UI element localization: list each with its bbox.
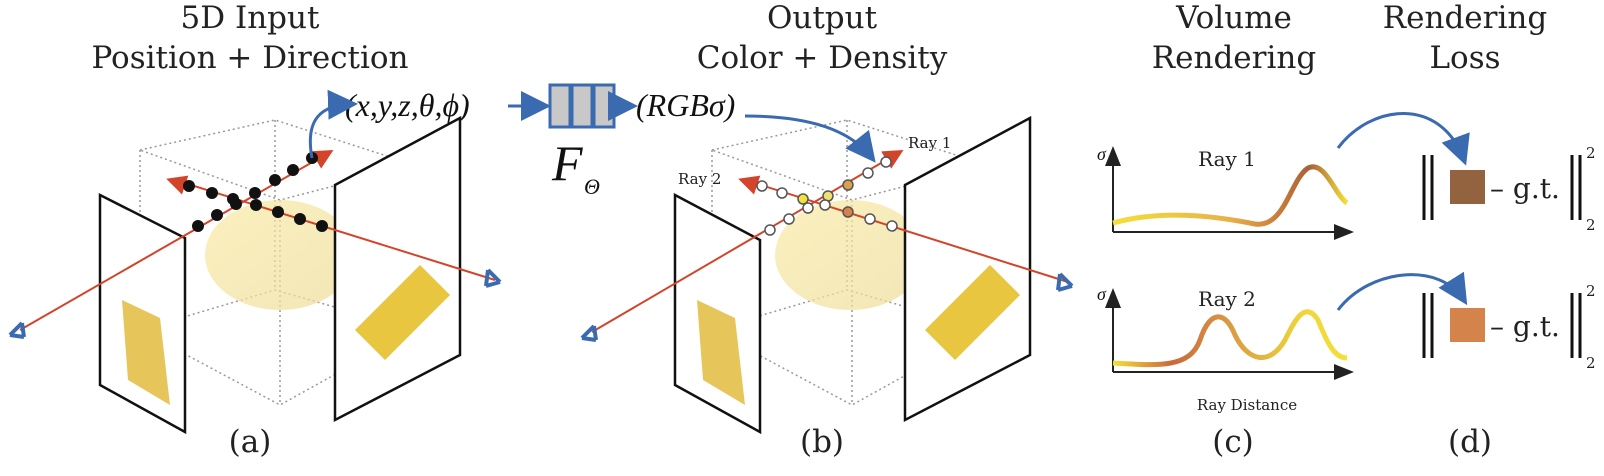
panel-label-b: (b) [800, 424, 844, 460]
camera-icon-a-left [8, 321, 26, 339]
network-subscript: Θ [584, 174, 600, 199]
camera-icon-a-right [484, 268, 502, 288]
output-label: (RGBσ) [636, 87, 735, 123]
arrow-output-to-point [744, 114, 876, 163]
panel-b-scene [580, 114, 1074, 435]
gt-label-2: – g.t. [1490, 310, 1560, 343]
title-d-line1: Rendering [1383, 0, 1547, 36]
density-curve-1 [1112, 164, 1349, 227]
sigma-label-2: σ [1097, 284, 1107, 304]
density-plot-ray-2 [1105, 288, 1354, 380]
sigma-label-1: σ [1097, 144, 1107, 164]
title-b-line2: Color + Density [697, 40, 948, 76]
x-axis-label: Ray Distance [1197, 396, 1297, 414]
density-curve-2 [1112, 309, 1348, 368]
norm-sub-1: 2 [1586, 216, 1596, 234]
sample-points-b [756, 156, 898, 236]
title-c-line2: Rendering [1152, 40, 1316, 76]
rendered-color-swatch-1 [1450, 170, 1485, 204]
title-b-line1: Output [767, 0, 878, 36]
image-plane-right-b [903, 115, 1032, 423]
norm-sup-1: 2 [1586, 144, 1596, 162]
norm-sub-2: 2 [1586, 354, 1596, 372]
camera-icon-b-left [580, 324, 598, 342]
title-a-line1: 5D Input [181, 0, 320, 36]
image-plane-right [333, 115, 462, 423]
gt-label-1: – g.t. [1490, 172, 1560, 205]
panel-a-scene [8, 89, 502, 435]
title-c-line1: Volume [1175, 0, 1292, 36]
network-name: F [551, 135, 583, 191]
density-plot-ray-1 [1105, 146, 1354, 240]
input-5d-label: (x,y,z,θ,ϕ) [345, 87, 470, 123]
bulldozer-side-image [355, 265, 450, 360]
title-d-line2: Loss [1429, 40, 1500, 76]
plot-1-title: Ray 1 [1198, 147, 1256, 171]
ray-2-label: Ray 2 [678, 170, 721, 188]
arrow-point-to-input [308, 89, 358, 159]
camera-icon-b-right [1056, 272, 1074, 292]
arrow-to-loss-2 [1336, 271, 1468, 311]
sample-points-a [183, 152, 328, 232]
loss-term-1 [1422, 155, 1582, 220]
loss-term-2 [1422, 293, 1582, 358]
bulldozer-front-image [122, 300, 170, 405]
norm-sup-2: 2 [1586, 282, 1596, 300]
plot-2-title: Ray 2 [1198, 287, 1256, 311]
title-a-line2: Position + Direction [91, 40, 408, 76]
panel-label-a: (a) [229, 424, 272, 460]
network-block [548, 83, 616, 129]
panel-label-d: (d) [1448, 424, 1492, 460]
arrow-to-loss-1 [1336, 112, 1470, 166]
panel-label-c: (c) [1212, 424, 1254, 460]
ray-1-label: Ray 1 [908, 134, 951, 152]
rendered-color-swatch-2 [1450, 308, 1485, 342]
